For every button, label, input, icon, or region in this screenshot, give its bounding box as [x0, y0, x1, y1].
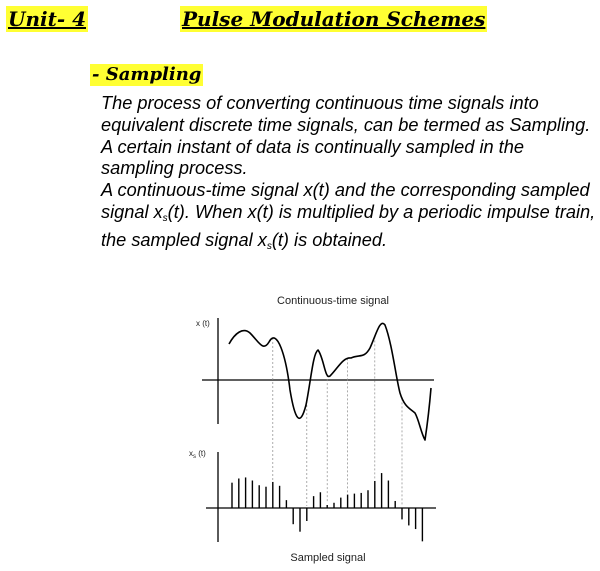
bottom-axis-label: xs (t)	[189, 449, 206, 460]
para2-part-a: A continuous-time signal x(t) and the co…	[101, 180, 590, 222]
paragraph-description: A continuous-time signal x(t) and the co…	[101, 180, 596, 257]
paragraph-definition: The process of converting continuous tim…	[101, 93, 591, 179]
body-text: The process of converting continuous tim…	[101, 93, 596, 258]
bottom-caption: Sampled signal	[290, 552, 365, 564]
sampled-impulses	[231, 473, 424, 542]
top-caption: Continuous-time signal	[277, 295, 389, 307]
section-heading: - Sampling	[90, 64, 204, 86]
para2-part-c: (t) is obtained.	[271, 229, 388, 250]
subscript-s: s	[266, 240, 272, 252]
unit-label: Unit- 4	[6, 6, 88, 32]
page-title: Pulse Modulation Schemes	[180, 6, 488, 32]
continuous-signal-curve	[228, 322, 432, 441]
top-axis-label: x (t)	[196, 319, 210, 328]
sample-guides	[272, 336, 403, 506]
para2-part-b: (t). When x(t) is multiplied by a period…	[101, 201, 596, 250]
subscript-s: s	[162, 212, 168, 224]
